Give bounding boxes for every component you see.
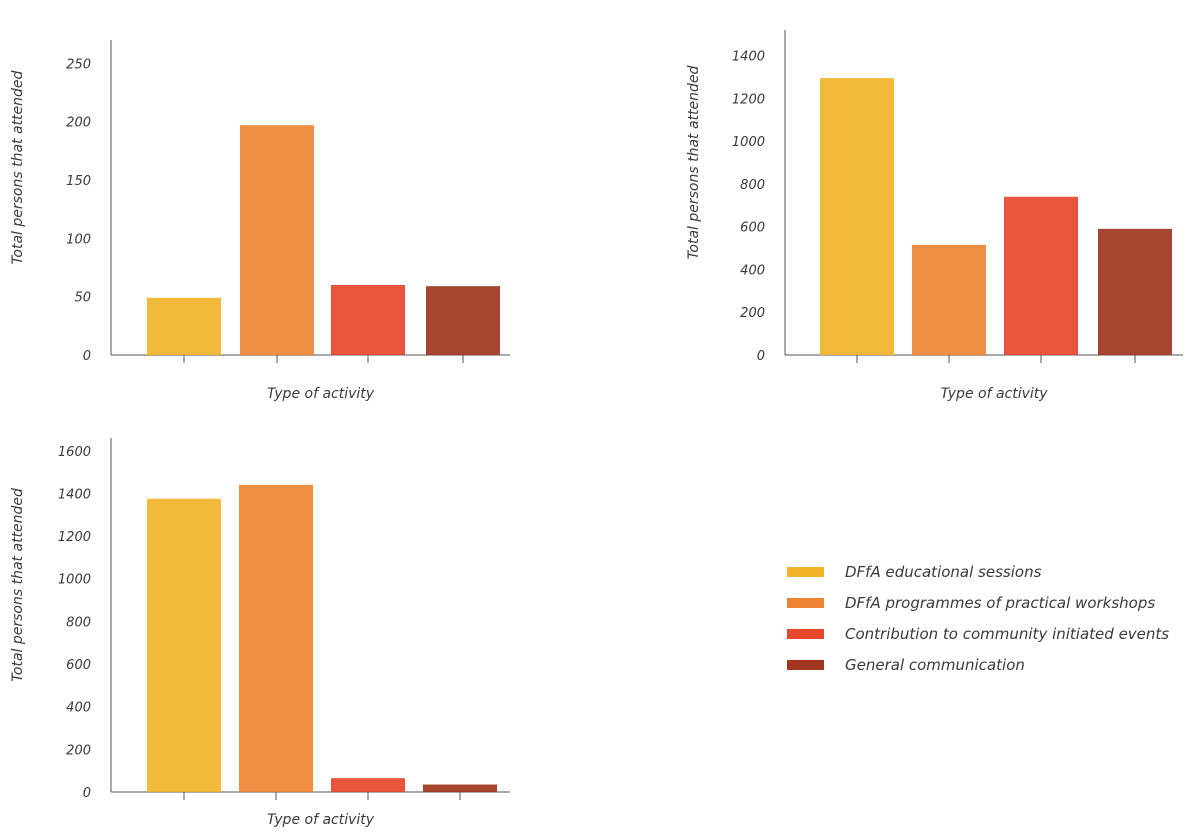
legend-swatch bbox=[787, 567, 824, 577]
legend-item: General communication bbox=[787, 653, 1169, 677]
chart-top-right: 0 200 400 600 800 1000 1200 1400 Type of activit… bbox=[670, 0, 1189, 410]
y-tick-label: 0 bbox=[83, 786, 91, 801]
y-tick-label: 150 bbox=[66, 174, 91, 189]
y-tick-label: 0 bbox=[83, 349, 91, 364]
y-axis-label: Total persons that attended bbox=[10, 488, 26, 682]
bar bbox=[239, 485, 313, 792]
x-axis-label: Type of activity bbox=[267, 386, 375, 402]
chart-bottom-left: 0 200 400 600 800 1000 1200 1400 1600 Type of act… bbox=[0, 410, 560, 839]
y-tick-label: 100 bbox=[66, 232, 91, 247]
y-tick-label: 200 bbox=[66, 743, 91, 758]
bar bbox=[423, 785, 497, 792]
bar bbox=[147, 499, 221, 792]
y-axis-label: Total persons that attended bbox=[686, 65, 702, 259]
y-tick-label: 400 bbox=[740, 263, 765, 278]
y-tick-label: 250 bbox=[66, 57, 91, 72]
legend-item: Contribution to community initiated even… bbox=[787, 622, 1169, 646]
chart-top-left: 0 50 100 150 200 250 Type of activity Total per… bbox=[0, 0, 560, 410]
y-tick-label: 1400 bbox=[58, 487, 91, 502]
bar bbox=[820, 78, 894, 355]
bar bbox=[147, 298, 221, 355]
y-tick-label: 0 bbox=[757, 349, 765, 364]
legend-label: DFfA educational sessions bbox=[845, 563, 1041, 581]
bar bbox=[331, 285, 405, 355]
y-tick-label: 400 bbox=[66, 701, 91, 716]
bar bbox=[1004, 197, 1078, 355]
bar bbox=[426, 286, 500, 355]
y-tick-label: 1600 bbox=[58, 445, 91, 460]
y-axis-label: Total persons that attended bbox=[10, 70, 26, 264]
legend-label: DFfA programmes of practical workshops bbox=[845, 594, 1155, 612]
y-tick-label: 800 bbox=[66, 615, 91, 630]
legend-label: Contribution to community initiated even… bbox=[845, 625, 1169, 643]
legend-swatch bbox=[787, 660, 824, 670]
bar bbox=[912, 245, 986, 355]
legend-item: DFfA educational sessions bbox=[787, 560, 1169, 584]
y-tick-label: 1200 bbox=[58, 530, 91, 545]
x-axis-label: Type of activity bbox=[940, 386, 1048, 402]
y-tick-label: 600 bbox=[740, 221, 765, 236]
legend-item: DFfA programmes of practical workshops bbox=[787, 591, 1169, 615]
legend: DFfA educational sessions DFfA programme… bbox=[787, 560, 1169, 684]
bar bbox=[331, 778, 405, 792]
y-tick-label: 1000 bbox=[732, 135, 765, 150]
legend-swatch bbox=[787, 629, 824, 639]
y-tick-label: 200 bbox=[740, 306, 765, 321]
y-tick-label: 50 bbox=[74, 291, 91, 306]
x-axis-label: Type of activity bbox=[267, 812, 375, 828]
y-tick-label: 600 bbox=[66, 658, 91, 673]
y-tick-label: 1000 bbox=[58, 573, 91, 588]
y-tick-label: 1200 bbox=[732, 92, 765, 107]
legend-label: General communication bbox=[845, 656, 1025, 674]
legend-swatch bbox=[787, 598, 824, 608]
y-tick-label: 1400 bbox=[732, 50, 765, 65]
y-tick-label: 800 bbox=[740, 178, 765, 193]
bar bbox=[240, 125, 314, 355]
bar bbox=[1098, 229, 1172, 355]
y-tick-label: 200 bbox=[66, 116, 91, 131]
